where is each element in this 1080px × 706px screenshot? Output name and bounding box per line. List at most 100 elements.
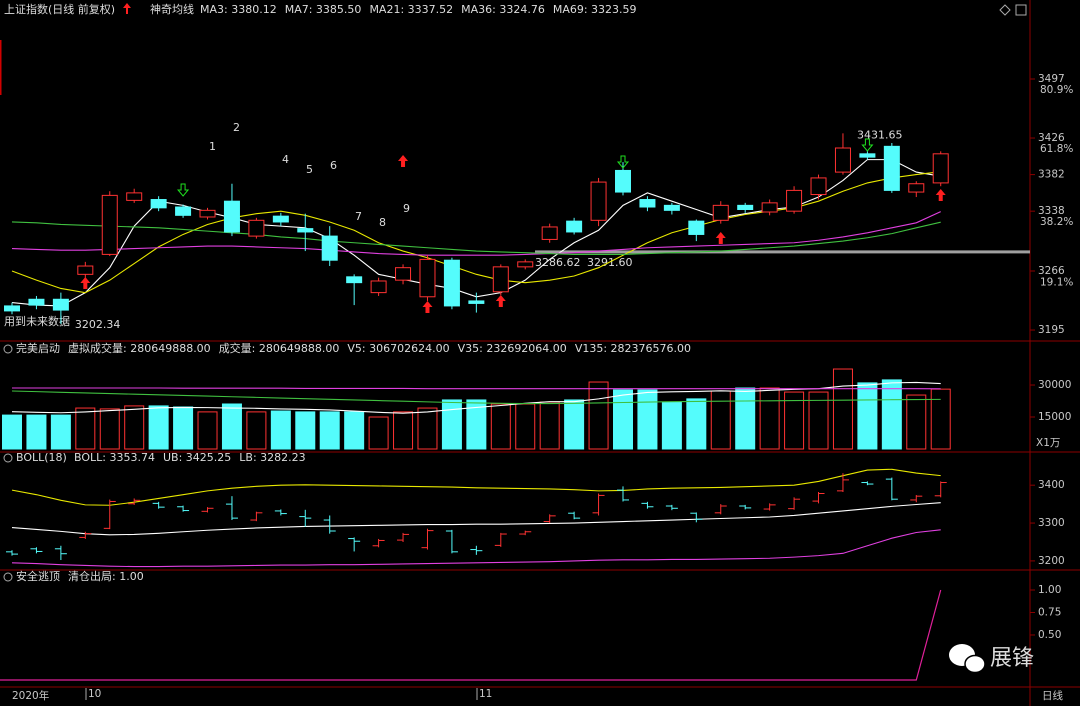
volume-bar bbox=[197, 411, 218, 450]
volume-bar bbox=[246, 411, 267, 450]
sell-arrow bbox=[861, 138, 874, 152]
fib-label: 19.1% bbox=[1040, 277, 1073, 289]
legend-entry: V35: 232692064.00 bbox=[458, 342, 567, 355]
candle-body bbox=[688, 220, 705, 235]
candle-body bbox=[468, 300, 485, 304]
volume-bar bbox=[490, 403, 511, 450]
y-tick-label: 3497 bbox=[1038, 73, 1065, 85]
legend-entry: V135: 282376576.00 bbox=[575, 342, 691, 355]
volume-title: 完美启动 bbox=[16, 341, 60, 355]
volume-bar bbox=[99, 408, 120, 450]
candle-body bbox=[908, 183, 925, 193]
buy-arrow bbox=[935, 189, 946, 201]
panel-icon bbox=[3, 572, 13, 582]
candle-body bbox=[419, 258, 436, 298]
candle-body bbox=[712, 204, 729, 221]
legend-entry: MA7: 3385.50 bbox=[285, 3, 362, 16]
ma-line bbox=[11, 159, 941, 307]
x-label: 11 bbox=[479, 688, 492, 700]
volume-bar bbox=[686, 398, 707, 450]
volume-bar bbox=[857, 382, 878, 450]
volume-bar bbox=[735, 387, 756, 450]
volume-bar bbox=[368, 416, 389, 450]
volume-ma bbox=[12, 387, 941, 390]
volume-bar bbox=[75, 407, 96, 450]
candle-body bbox=[126, 192, 143, 201]
volume-bar bbox=[564, 399, 585, 450]
candle-body bbox=[590, 181, 607, 221]
low-label: 3202.34 bbox=[75, 318, 121, 331]
y-tick-label: 3200 bbox=[1038, 555, 1065, 567]
candle-body bbox=[175, 206, 192, 216]
legend-entry: 清仓出局: 1.00 bbox=[68, 569, 144, 583]
buy-arrow bbox=[422, 301, 433, 313]
future-data-note: 用到未来数据 bbox=[4, 314, 70, 328]
window-icon[interactable] bbox=[1015, 4, 1027, 16]
x-label: 10 bbox=[88, 688, 101, 700]
fib-label: 80.9% bbox=[1040, 84, 1073, 96]
candle-body bbox=[199, 209, 216, 218]
candle-body bbox=[77, 265, 94, 275]
period-label[interactable]: 日线 bbox=[1042, 689, 1064, 702]
volume-bar bbox=[906, 394, 927, 450]
volume-bar bbox=[539, 401, 560, 450]
candle-body bbox=[101, 194, 118, 255]
volume-bar bbox=[832, 368, 853, 450]
candle-body bbox=[346, 276, 363, 284]
y-tick-label: 3400 bbox=[1038, 479, 1065, 491]
volume-bar bbox=[50, 414, 71, 450]
volume-bar bbox=[2, 414, 22, 450]
y-tick-label: 1.00 bbox=[1038, 584, 1061, 596]
y-tick-label: 3195 bbox=[1038, 324, 1065, 336]
y-tick-label: 3266 bbox=[1038, 265, 1065, 277]
candle-body bbox=[883, 145, 900, 191]
legend-entry: BOLL: 3353.74 bbox=[74, 451, 155, 464]
watermark: 展锋 bbox=[949, 644, 1034, 674]
volume-unit: X1万 bbox=[1036, 437, 1060, 449]
level-line bbox=[535, 250, 1030, 254]
annotation: 9 bbox=[403, 202, 410, 215]
settings-icon[interactable] bbox=[999, 4, 1011, 16]
candle-body bbox=[932, 153, 949, 184]
ma-line bbox=[11, 171, 941, 294]
volume-bar bbox=[270, 410, 291, 450]
boll-band bbox=[11, 502, 941, 536]
annotation: 6 bbox=[330, 159, 337, 172]
main-title: 上证指数(日线 前复权) bbox=[4, 2, 115, 16]
signal-icon bbox=[123, 3, 131, 14]
candle-body bbox=[395, 267, 412, 281]
volume-bar bbox=[881, 379, 902, 450]
legend-entry: UB: 3425.25 bbox=[163, 451, 231, 464]
panel-icon bbox=[3, 453, 13, 463]
candle-body bbox=[663, 204, 680, 211]
legend-entry: MA36: 3324.76 bbox=[461, 3, 545, 16]
main-subtitle: 神奇均线 bbox=[150, 2, 194, 16]
volume-bar bbox=[393, 411, 414, 450]
candle-body bbox=[615, 169, 631, 193]
candle-body bbox=[28, 298, 45, 306]
legend-entry: MA21: 3337.52 bbox=[369, 3, 453, 16]
annotation: 5 bbox=[306, 163, 313, 176]
y-tick-label: 0.50 bbox=[1038, 629, 1061, 641]
panel-icon bbox=[3, 344, 13, 354]
wechat-icon bbox=[964, 654, 986, 674]
buy-arrow bbox=[715, 232, 726, 244]
legend-entry: V5: 306702624.00 bbox=[347, 342, 449, 355]
candle-body bbox=[810, 177, 827, 196]
candle-body bbox=[248, 219, 265, 237]
volume-bar bbox=[124, 405, 145, 450]
candle-body bbox=[321, 235, 338, 261]
fib-label: 61.8% bbox=[1040, 143, 1073, 155]
boll-title: BOLL(18) bbox=[16, 451, 67, 464]
ma-line bbox=[11, 221, 941, 255]
annotation: 4 bbox=[282, 153, 289, 166]
y-tick-label: 3300 bbox=[1038, 517, 1065, 529]
volume-bar bbox=[26, 414, 47, 450]
volume-bar bbox=[661, 401, 682, 450]
volume-bar bbox=[710, 390, 731, 450]
legend-entry: MA3: 3380.12 bbox=[200, 3, 277, 16]
x-label: 2020年 bbox=[12, 689, 49, 702]
legend-entry: LB: 3282.23 bbox=[239, 451, 305, 464]
